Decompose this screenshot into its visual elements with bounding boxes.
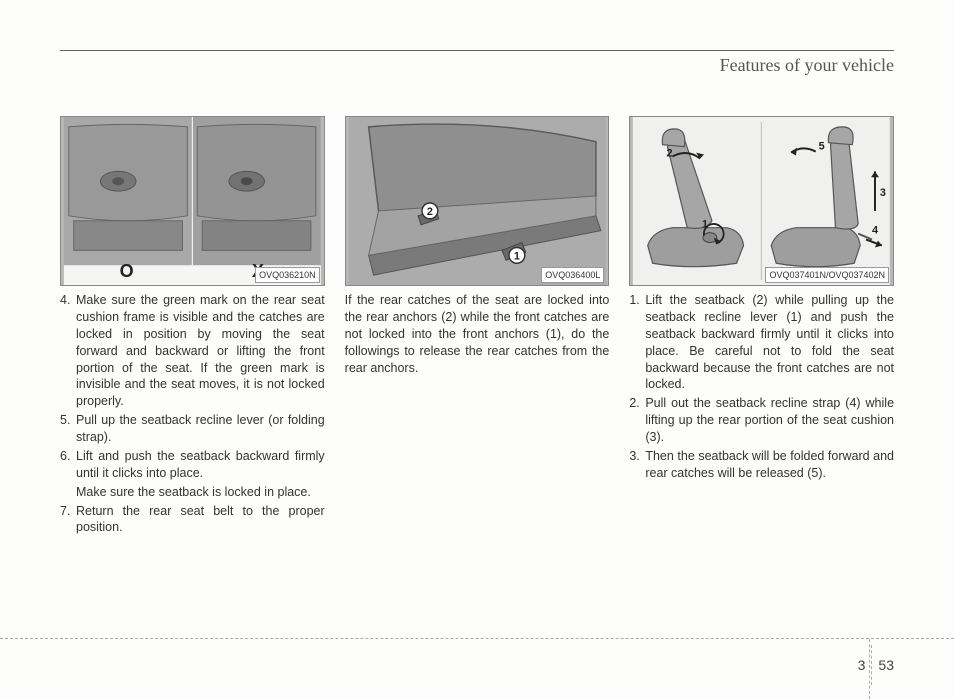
- item-number: 7.: [60, 503, 76, 537]
- svg-text:5: 5: [819, 141, 825, 153]
- figure-3-code: OVQ037401N/OVQ037402N: [765, 267, 889, 283]
- item-text: Lift and push the seatback backward firm…: [76, 448, 325, 482]
- svg-text:1: 1: [702, 219, 708, 231]
- header-rule: [60, 50, 894, 51]
- page-title: Features of your vehicle: [60, 55, 894, 76]
- figure-1-code: OVQ036210N: [255, 267, 320, 283]
- svg-text:1: 1: [514, 250, 520, 262]
- figure-1: O X OVQ036210N: [60, 116, 325, 286]
- col1-item-6: 6. Lift and push the seatback backward f…: [60, 448, 325, 482]
- item-number: 5.: [60, 412, 76, 446]
- item-number: 3.: [629, 448, 645, 482]
- page-sep: [871, 645, 872, 685]
- svg-text:2: 2: [667, 148, 673, 160]
- page-no: 53: [878, 657, 894, 673]
- col2-paragraph: If the rear catches of the seat are lock…: [345, 292, 610, 376]
- figure-2-svg: 1 2: [346, 117, 609, 285]
- figure-2: 1 2 OVQ036400L: [345, 116, 610, 286]
- item-text: Then the seatback will be folded forward…: [645, 448, 894, 482]
- col3-item-1: 1. Lift the seatback (2) while pulling u…: [629, 292, 894, 393]
- label-o: O: [61, 259, 192, 283]
- col3-item-3: 3. Then the seatback will be folded forw…: [629, 448, 894, 482]
- item-text: Pull up the seatback recline lever (or f…: [76, 412, 325, 446]
- figure-3-svg: 2 1: [630, 117, 893, 285]
- item-number: 2.: [629, 395, 645, 446]
- col3-item-2: 2. Pull out the seatback recline strap (…: [629, 395, 894, 446]
- svg-text:2: 2: [427, 206, 433, 218]
- figure-3: 2 1: [629, 116, 894, 286]
- column-1: O X OVQ036210N 4. Make sure the green ma…: [60, 116, 325, 538]
- item-number: 4.: [60, 292, 76, 410]
- page-number: 3 53: [858, 645, 894, 685]
- item-number: 6.: [60, 448, 76, 482]
- figure-2-code: OVQ036400L: [541, 267, 604, 283]
- item-text: Return the rear seat belt to the proper …: [76, 503, 325, 537]
- col1-item-4: 4. Make sure the green mark on the rear …: [60, 292, 325, 410]
- col1-item-7: 7. Return the rear seat belt to the prop…: [60, 503, 325, 537]
- col1-item-5: 5. Pull up the seatback recline lever (o…: [60, 412, 325, 446]
- column-3: 2 1: [629, 116, 894, 538]
- item-text: Pull out the seatback recline strap (4) …: [645, 395, 894, 446]
- svg-text:3: 3: [880, 187, 886, 199]
- page-footer: 3 53: [0, 638, 954, 645]
- content-columns: O X OVQ036210N 4. Make sure the green ma…: [60, 116, 894, 538]
- chapter-number: 3: [858, 657, 866, 673]
- svg-text:4: 4: [872, 225, 878, 237]
- item-text: Make sure the green mark on the rear sea…: [76, 292, 325, 410]
- item-text: Lift the seatback (2) while pulling up t…: [645, 292, 894, 393]
- column-2: 1 2 OVQ036400L If the rear catches of th…: [345, 116, 610, 538]
- col1-indent: Make sure the seatback is locked in plac…: [60, 484, 325, 501]
- item-number: 1.: [629, 292, 645, 393]
